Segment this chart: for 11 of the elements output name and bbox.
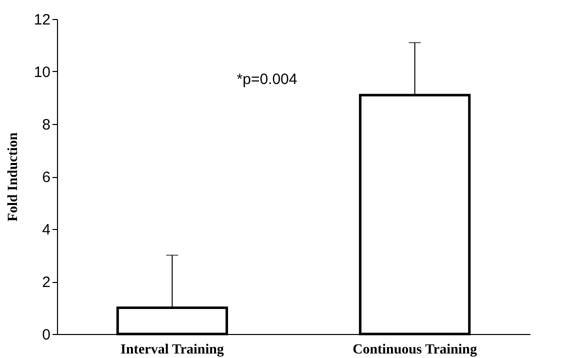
x-tick-label: Continuous Training [352,342,477,358]
y-tick-label: 12 [34,12,50,28]
y-tick-label: 6 [42,169,50,186]
y-tick-label: 8 [42,116,50,134]
y-axis-title: Fold Induction [6,132,21,222]
annotation: *p=0.004 [236,71,298,88]
y-tick-label: 2 [42,274,50,291]
y-tick-label: 4 [42,222,50,238]
y-tick-label: 10 [34,64,50,81]
y-tick-label: 0 [42,326,50,344]
x-tick-label: Interval Training [120,342,224,358]
